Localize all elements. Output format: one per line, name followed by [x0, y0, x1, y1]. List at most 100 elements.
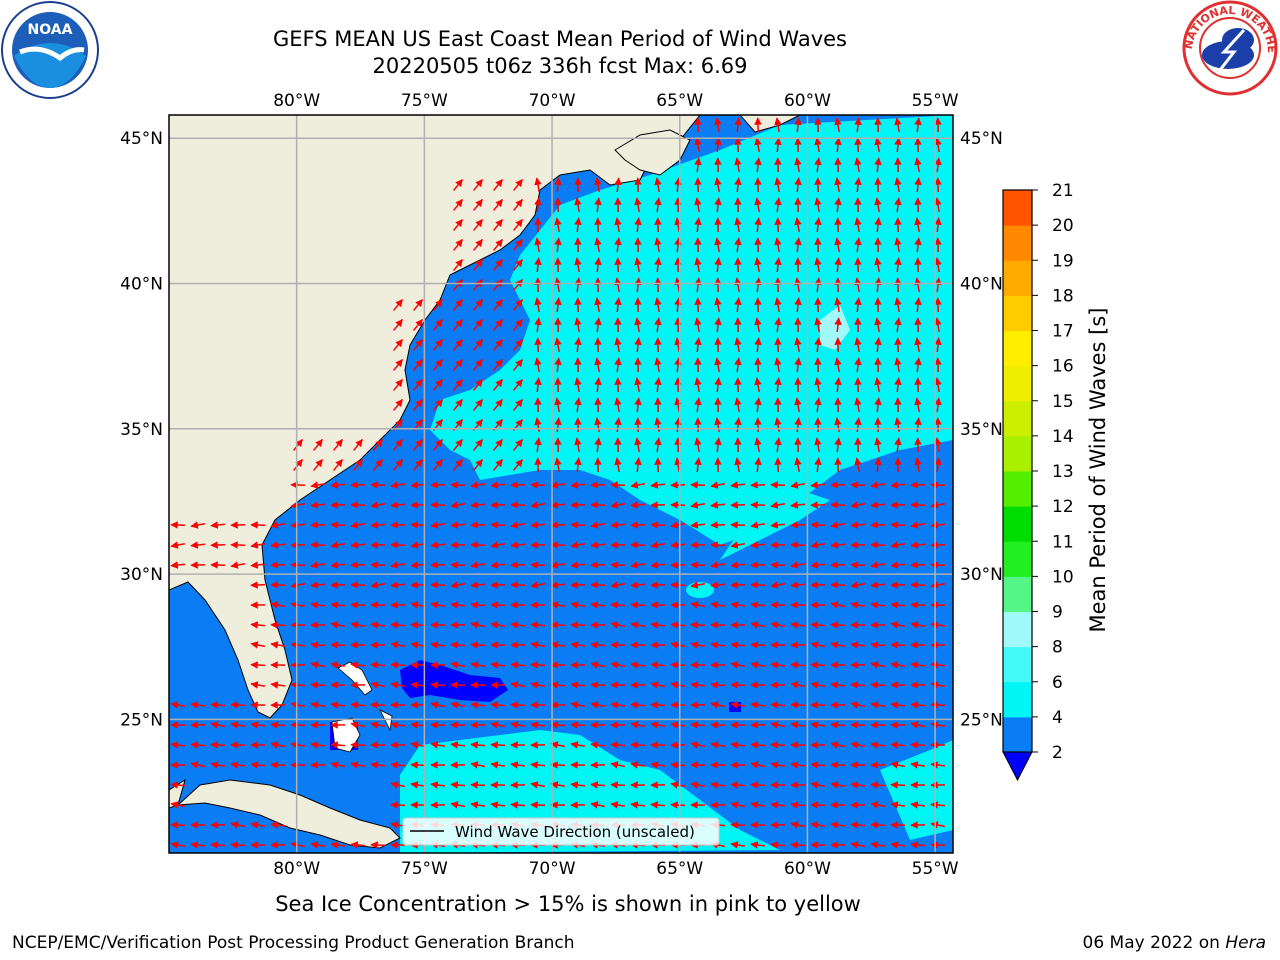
wave-arrow — [510, 661, 526, 669]
wave-arrow — [410, 741, 426, 749]
wave-arrow — [570, 681, 586, 689]
wave-arrow — [770, 841, 786, 849]
wave-arrow — [730, 561, 746, 569]
wave-arrow — [350, 701, 366, 709]
wave-arrow — [674, 277, 682, 293]
wave-arrow — [330, 841, 346, 849]
wave-arrow — [830, 741, 846, 749]
wave-arrow — [470, 761, 486, 769]
wave-arrow — [770, 701, 786, 709]
wave-arrow — [910, 841, 926, 849]
wave-arrow — [574, 457, 582, 473]
wave-arrow — [670, 801, 686, 809]
wave-arrow — [630, 701, 646, 709]
wave-arrow — [714, 177, 722, 193]
colorbar-tick-label: 16 — [1052, 357, 1074, 377]
wave-arrow — [630, 741, 646, 749]
wave-arrow — [830, 641, 846, 649]
wave-arrow — [293, 458, 303, 471]
wave-arrow — [650, 721, 666, 729]
wave-arrow — [914, 157, 922, 173]
wave-arrow — [210, 741, 226, 749]
wave-arrow — [590, 681, 606, 689]
wave-arrow — [433, 338, 443, 351]
wave-arrow — [910, 541, 926, 549]
wave-arrow — [814, 377, 822, 393]
wave-arrow — [810, 681, 826, 689]
wave-arrow — [330, 701, 346, 709]
wave-arrow — [870, 641, 886, 649]
wave-arrow — [830, 761, 846, 769]
wave-arrow — [710, 741, 726, 749]
wave-arrow — [834, 237, 842, 253]
wave-arrow — [870, 801, 886, 809]
wave-arrow — [614, 277, 622, 293]
wave-arrow — [493, 178, 503, 191]
wave-arrow — [910, 761, 926, 769]
wave-arrow — [370, 501, 386, 509]
wave-arrow — [874, 137, 882, 153]
wave-arrow — [473, 398, 483, 411]
wave-arrow — [574, 277, 582, 293]
wave-arrow — [634, 197, 642, 213]
wave-arrow — [874, 397, 882, 413]
wave-arrow — [790, 681, 806, 689]
wave-arrow — [890, 561, 906, 569]
wave-arrow — [170, 841, 186, 849]
land-cuba — [176, 779, 401, 849]
wave-arrow — [754, 157, 762, 173]
wave-arrow — [734, 357, 742, 373]
wave-arrow — [170, 741, 186, 749]
wave-arrow — [513, 238, 523, 251]
wave-arrow — [534, 297, 542, 313]
wave-arrow — [714, 317, 722, 333]
wave-arrow — [550, 501, 566, 509]
wave-arrow — [754, 197, 762, 213]
wave-arrow — [513, 378, 523, 391]
wave-arrow — [710, 561, 726, 569]
lon-label-bottom: 80°W — [273, 859, 320, 879]
wave-arrow — [914, 297, 922, 313]
lon-label-bottom: 70°W — [529, 859, 576, 879]
wave-arrow — [530, 681, 546, 689]
wave-arrow — [330, 661, 346, 669]
wave-arrow — [710, 681, 726, 689]
wave-arrow — [910, 661, 926, 669]
wave-arrow — [470, 781, 486, 789]
wave-arrow — [310, 741, 326, 749]
wave-arrow — [714, 197, 722, 213]
wave-arrow — [674, 237, 682, 253]
wave-arrow — [854, 217, 862, 233]
wave-arrow — [810, 541, 826, 549]
wave-arrow — [894, 197, 902, 213]
wave-arrow — [230, 841, 246, 849]
wave-arrow — [453, 218, 463, 231]
wave-arrow — [453, 258, 463, 271]
lat-label-left: 40°N — [120, 275, 163, 295]
wave-arrow — [854, 297, 862, 313]
wave-arrow — [790, 701, 806, 709]
wave-arrow — [630, 801, 646, 809]
wave-arrow — [490, 541, 506, 549]
wave-arrow — [353, 438, 363, 451]
legend-label: Wind Wave Direction (unscaled) — [455, 823, 695, 841]
wave-arrow — [594, 437, 602, 453]
wave-arrow — [754, 437, 762, 453]
wave-arrow — [490, 761, 506, 769]
lon-label-top: 80°W — [273, 91, 320, 111]
wave-arrow — [534, 237, 542, 253]
wave-arrow — [190, 761, 206, 769]
wave-arrow — [513, 358, 523, 371]
lat-label-right: 30°N — [960, 565, 1003, 585]
wave-arrow — [814, 257, 822, 273]
wave-arrow — [470, 561, 486, 569]
wave-arrow — [690, 781, 706, 789]
wave-arrow — [170, 701, 186, 709]
wave-arrow — [570, 541, 586, 549]
wave-arrow — [770, 801, 786, 809]
colorbar-tick-label: 10 — [1052, 567, 1074, 587]
wave-arrow — [430, 541, 446, 549]
wave-arrow — [874, 197, 882, 213]
wave-arrow — [910, 521, 926, 529]
wave-arrow — [934, 377, 942, 393]
